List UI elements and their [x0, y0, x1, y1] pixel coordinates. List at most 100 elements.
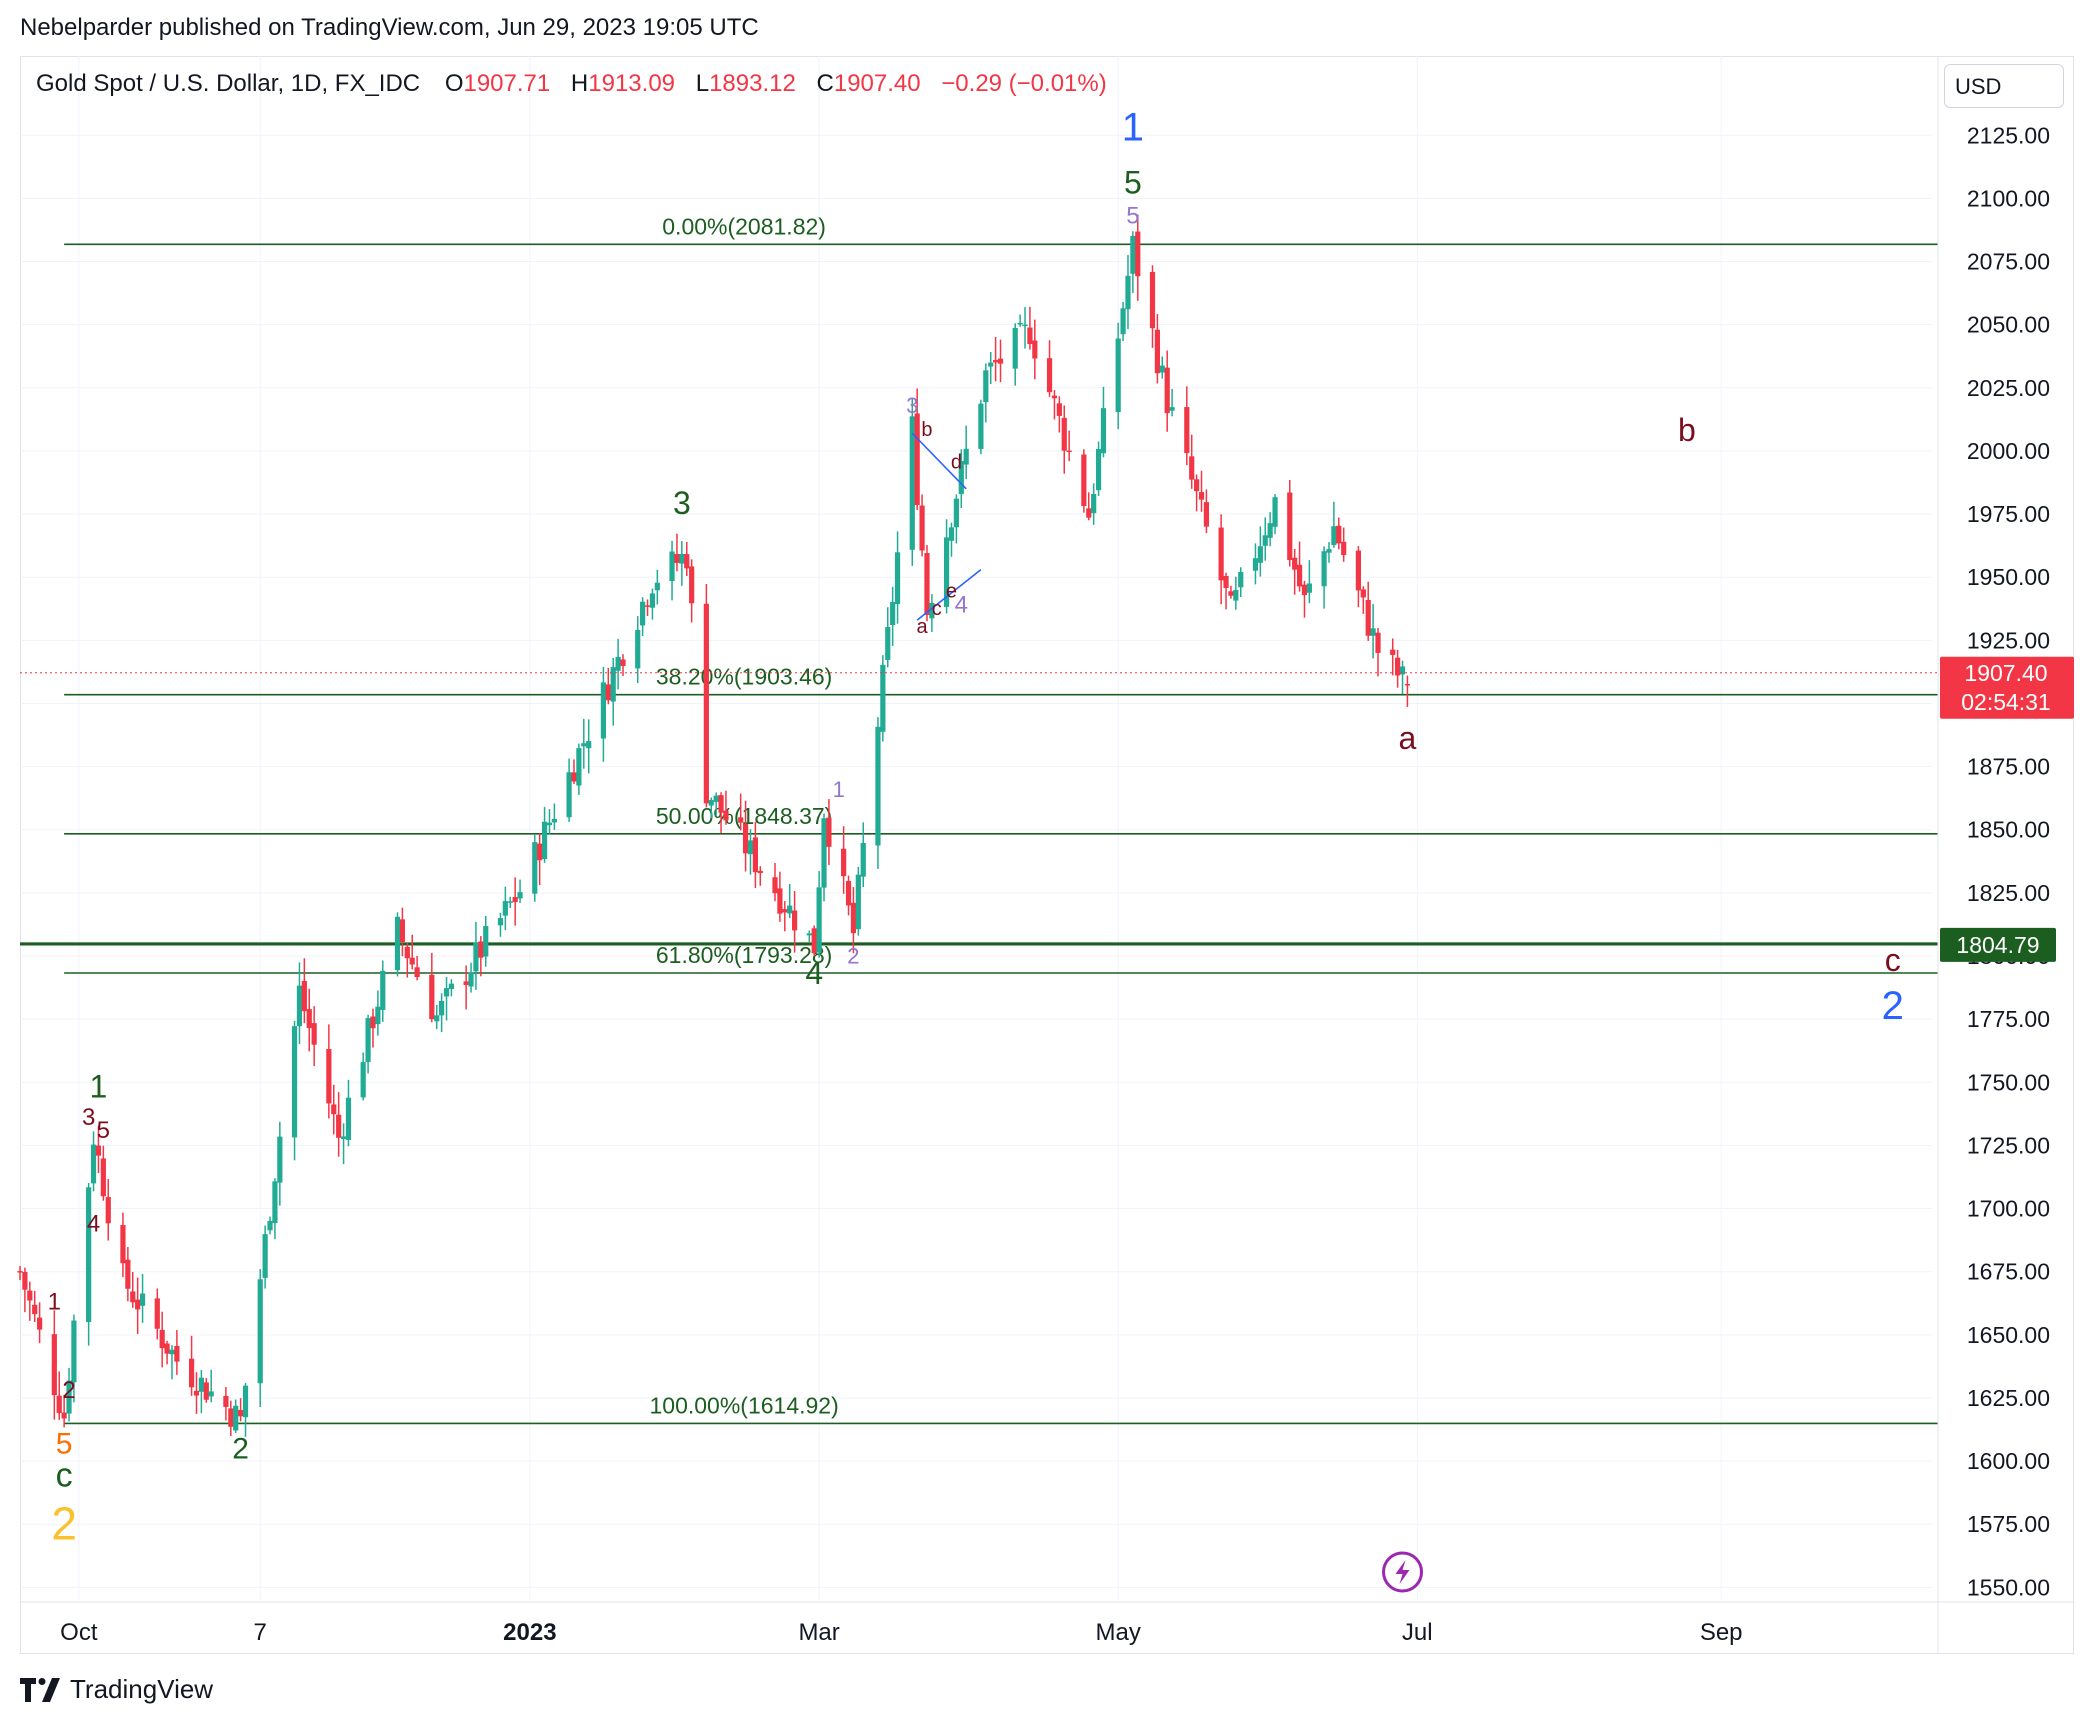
candle-body	[375, 1006, 381, 1025]
candle-body	[855, 874, 861, 930]
candle-body	[689, 566, 695, 604]
low-label: L	[695, 70, 710, 97]
candle-body	[571, 772, 577, 782]
candle-body	[953, 498, 959, 528]
candle-body	[978, 403, 984, 449]
candle-body	[644, 605, 651, 607]
candle-body	[605, 684, 611, 701]
candlestick-series	[17, 214, 1938, 1437]
wave-label: 4	[805, 955, 823, 991]
candle-body	[1395, 657, 1401, 676]
currency-button[interactable]: USD	[1944, 64, 2064, 108]
candle-body	[301, 980, 307, 1012]
time-axis: Oct 7 2023 Mar May Jul Sep	[20, 1601, 2074, 1646]
candle-body	[468, 972, 474, 987]
y-tick-label: 1600.00	[1967, 1448, 2050, 1474]
candle-body	[894, 552, 901, 605]
candle-body	[1267, 523, 1273, 538]
candle-body	[135, 1299, 141, 1310]
candle-body	[463, 981, 469, 986]
candle-body	[51, 1334, 57, 1396]
candle-body	[635, 629, 641, 669]
candle-body	[600, 682, 607, 739]
wave-label: a	[1399, 720, 1417, 756]
wave-label: a	[917, 616, 929, 638]
change-value: −0.29 (−0.01%)	[941, 70, 1107, 97]
candle-body	[1100, 408, 1107, 454]
candle-body	[654, 582, 660, 591]
candle-body	[1355, 550, 1361, 591]
y-tick-label: 1825.00	[1967, 880, 2050, 906]
candle-body	[919, 505, 925, 551]
candle-body	[443, 988, 450, 997]
candle-body	[429, 974, 435, 1020]
candle-body	[154, 1298, 160, 1329]
candle-body	[434, 1015, 440, 1022]
candle-body	[208, 1391, 214, 1397]
y-tick-label: 1700.00	[1967, 1196, 2050, 1222]
lightning-icon[interactable]	[1382, 1551, 1424, 1593]
y-tick-label: 1775.00	[1967, 1006, 2050, 1032]
y-tick-label: 2075.00	[1967, 249, 2050, 275]
candle-body	[841, 848, 847, 877]
candle-body	[414, 967, 420, 978]
x-tick-label: Sep	[1700, 1619, 1743, 1646]
y-tick-label: 2025.00	[1967, 375, 2050, 401]
candle-body	[478, 941, 484, 958]
wave-label: 3	[906, 393, 918, 418]
candle-body	[61, 1412, 67, 1419]
candle-body	[880, 664, 886, 732]
candle-body	[772, 877, 778, 894]
open-value: 1907.71	[463, 70, 551, 97]
candle-body	[713, 795, 719, 802]
candle-body	[1120, 308, 1126, 335]
candle-body	[66, 1380, 72, 1414]
y-tick-label: 2050.00	[1967, 312, 2050, 338]
candle-body	[1238, 571, 1244, 588]
y-tick-label: 1975.00	[1967, 501, 2050, 527]
candle-body	[1189, 456, 1195, 480]
wave-label: 1	[48, 1289, 61, 1316]
candle-body	[792, 910, 798, 931]
candle-body	[787, 905, 793, 914]
x-tick-label: Jul	[1402, 1619, 1433, 1646]
y-tick-label: 1850.00	[1967, 817, 2050, 843]
level-price-box	[1940, 927, 2056, 962]
candle-body	[669, 551, 675, 582]
candle-body	[483, 926, 489, 957]
fib-level-label: 38.20%(1903.46)	[656, 664, 832, 690]
candle-body	[512, 897, 518, 903]
wave-label: 4	[955, 592, 968, 619]
candle-body	[742, 823, 749, 854]
candle-body	[752, 837, 758, 873]
publisher-line: Nebelparder published on TradingView.com…	[20, 14, 759, 41]
candle-body	[198, 1377, 204, 1392]
fib-level-label: 0.00%(2081.82)	[662, 213, 826, 239]
candle-body	[1149, 271, 1156, 329]
candle-body	[885, 627, 891, 660]
candle-body	[56, 1395, 62, 1414]
candle-body	[1027, 327, 1033, 344]
wave-label: 2	[62, 1377, 75, 1404]
candle-body	[1066, 450, 1072, 453]
candle-body	[983, 370, 989, 403]
candle-body	[17, 1271, 23, 1273]
wave-label: 3	[673, 485, 691, 521]
candle-body	[336, 1114, 342, 1138]
close-label: C	[816, 70, 834, 97]
candle-body	[439, 1000, 445, 1016]
candle-body	[497, 918, 504, 926]
candle-body	[640, 601, 646, 626]
candle-body	[1404, 684, 1411, 686]
candle-body	[948, 527, 955, 541]
candle-body	[1169, 407, 1175, 411]
candle-body	[188, 1358, 195, 1388]
y-tick-label: 2100.00	[1967, 185, 2050, 211]
candle-body	[365, 1018, 371, 1063]
y-tick-label: 1725.00	[1967, 1132, 2050, 1158]
x-tick-label: 2023	[503, 1619, 556, 1646]
y-tick-label: 1575.00	[1967, 1511, 2050, 1537]
candle-body	[1252, 558, 1259, 571]
candle-body	[1125, 275, 1131, 310]
